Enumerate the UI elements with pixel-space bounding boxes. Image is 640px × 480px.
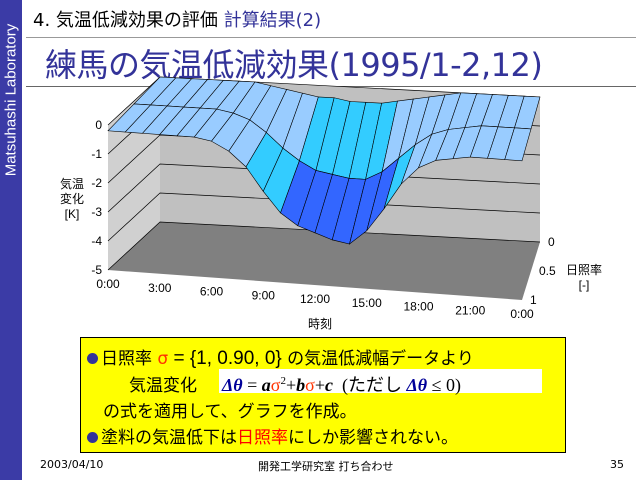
y-axis-label: [-] [579, 278, 590, 292]
gridline [107, 221, 541, 271]
y-tick-label: 0.5 [539, 264, 556, 278]
surface-chart: 0-1-2-3-4-50:00 3:00 6:00 9:00 12:00 15:00 18:… [60, 76, 602, 331]
note-text: にしか影響されない。 [288, 428, 458, 448]
x-tick-label: 21:00 [455, 303, 485, 317]
x-tick-label: 3:00 [148, 281, 172, 295]
header-divider [26, 37, 636, 38]
x-tick-label: 9:00 [252, 288, 276, 302]
bullet-icon [87, 432, 98, 443]
formula-part: ≤ 0) [427, 375, 462, 395]
z-axis-label: [K] [65, 207, 80, 221]
note-text: 日照率 [101, 349, 158, 369]
z-axis-label: 気温 [60, 176, 84, 191]
page-number: 35 [610, 458, 624, 471]
x-tick-label: 0:00 [510, 307, 534, 321]
note-highlight: 日照率 [237, 428, 288, 448]
surface-cell [504, 127, 532, 162]
note-text: の気温低減幅データより [281, 349, 474, 369]
section-title: 4. 気温低減効果の評価 [33, 10, 218, 31]
footer-date: 2003/04/10 [40, 458, 104, 471]
notes-box: 日照率 σ = {1, 0.90, 0} の気温低減幅データより 気温変化 Δθ… [80, 337, 566, 453]
z-tick-label: -5 [91, 263, 102, 277]
formula-part: σ [270, 375, 281, 395]
y-tick-label: 0 [548, 235, 555, 249]
note-text: 塗料の気温低下は [101, 428, 237, 448]
sigma-values: = {1, 0.90, 0} [168, 348, 282, 369]
x-tick-label: 18:00 [403, 300, 433, 314]
formula-box: Δθ = aσ2+bσ+c (ただし Δθ ≤ 0) [219, 369, 542, 395]
formula-part: Δθ [222, 375, 243, 395]
z-tick-label: -2 [91, 176, 102, 190]
z-tick-label: 0 [95, 118, 102, 132]
note-line-3: の式を適用して、グラフを作成。 [103, 402, 357, 422]
formula-part: = [242, 375, 262, 395]
z-axis-label: 変化 [60, 191, 84, 206]
footer-center: 開発工学研究室 打ち合わせ [258, 460, 394, 473]
gridline [107, 192, 541, 242]
note-line-4: 塗料の気温低下は日照率にしか影響されない。 [87, 423, 458, 448]
note-line-1: 日照率 σ = {1, 0.90, 0} の気温低減幅データより [87, 344, 474, 370]
formula-part: b [296, 375, 306, 395]
side-band: Matsuhashi Laboratory [0, 0, 22, 480]
formula-part: c [325, 375, 334, 395]
page-title: 練馬の気温低減効果(1995/1-2,12) [45, 46, 543, 84]
formula-part: + [286, 375, 297, 395]
x-tick-label: 6:00 [200, 285, 224, 299]
floor [108, 222, 540, 300]
y-axis-label: 日照率 [566, 262, 602, 277]
gridline [107, 163, 541, 213]
z-tick-label: -3 [91, 205, 102, 219]
x-axis-label: 時刻 [308, 317, 332, 331]
formula-part: + [314, 375, 326, 395]
y-tick-label: 1 [530, 293, 537, 307]
formula-part: (ただし [342, 375, 407, 395]
x-tick-label: 12:00 [300, 292, 330, 306]
note-line-2: 気温変化 [129, 376, 197, 396]
sigma-symbol: σ [157, 349, 169, 369]
x-tick-label: 15:00 [352, 296, 382, 310]
formula-part: 2 [280, 375, 287, 387]
x-tick-label: 0:00 [96, 277, 120, 291]
section-header: 4. 気温低減効果の評価 計算結果(2) [33, 6, 321, 32]
formula-part: a [261, 375, 271, 395]
z-tick-label: -4 [91, 234, 102, 248]
formula-part: Δθ [406, 375, 428, 395]
bullet-icon [87, 353, 98, 364]
section-subtitle: 計算結果(2) [223, 10, 322, 31]
z-tick-label: -1 [91, 147, 102, 161]
formula-part: σ [305, 375, 315, 395]
